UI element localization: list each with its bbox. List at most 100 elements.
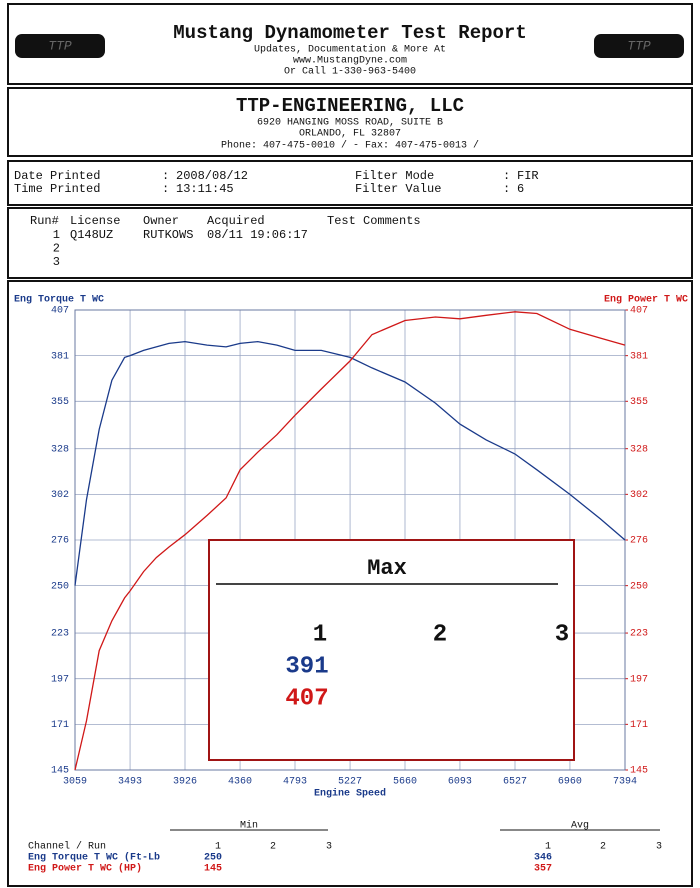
runs-cell: RUTKOWS (143, 228, 193, 242)
series-line (74, 311, 626, 771)
y2-tick-label: 302 (630, 490, 648, 501)
y2-tick-label: 197 (630, 674, 648, 685)
runs-header: Run# (30, 214, 59, 228)
max-run: 3 (555, 621, 569, 648)
x-tick-label: 3493 (118, 777, 142, 788)
y-tick-label: 197 (51, 674, 69, 685)
x-tick-label: 6093 (448, 777, 472, 788)
y-tick-label: 223 (51, 629, 69, 640)
summary-avg: 357 (534, 864, 552, 875)
field-value: 13:11:45 (176, 182, 234, 196)
chart-box (7, 280, 693, 887)
max-title: Max (367, 556, 407, 581)
field-separator: : (162, 182, 169, 196)
company-name: TTP-ENGINEERING, LLC (236, 95, 464, 117)
x-tick-label: 4793 (283, 777, 307, 788)
y-axis-label: Eng Torque T WC (14, 295, 104, 306)
y-tick-label: 171 (51, 720, 69, 731)
y2-tick-label: 276 (630, 536, 648, 547)
runs-box (7, 207, 693, 279)
field-label: Filter Mode (355, 169, 434, 183)
max-box (208, 539, 575, 761)
summary-header: Channel / Run (28, 841, 106, 853)
y2-axis-label: Eng Power T WC (604, 295, 688, 306)
field-label: Date Printed (14, 169, 100, 183)
y-tick-label: 355 (51, 397, 69, 408)
y-tick-label: 145 (51, 766, 69, 777)
field-value: FIR (517, 169, 539, 183)
summary-run: 3 (656, 842, 662, 853)
header-line: Updates, Documentation & More At (254, 44, 446, 56)
field-separator: : (503, 182, 510, 196)
summary-run: 2 (600, 842, 606, 853)
series-line (74, 340, 626, 586)
summary-name: Eng Torque T WC (Ft-Lb (28, 852, 160, 864)
x-tick-label: 4360 (228, 777, 252, 788)
summary-min: 250 (204, 853, 222, 864)
summary-avg: 346 (534, 853, 552, 864)
y2-tick-label: 381 (630, 351, 648, 362)
x-tick-label: 6960 (558, 777, 582, 788)
y-tick-label: 407 (51, 306, 69, 317)
summary-run: 2 (270, 842, 276, 853)
max-run: 1 (313, 621, 327, 648)
y-tick-label: 302 (51, 490, 69, 501)
header-box (7, 3, 693, 85)
report-title: Mustang Dynamometer Test Report (173, 22, 526, 44)
logo (594, 34, 684, 58)
logo-text: TTP (627, 38, 651, 53)
y-tick-label: 328 (51, 444, 69, 455)
runs-header: License (70, 214, 120, 228)
y2-tick-label: 328 (630, 444, 648, 455)
x-tick-label: 5660 (393, 777, 417, 788)
header-line: Or Call 1-330-963-5400 (284, 66, 416, 78)
company-address: 6920 HANGING MOSS ROAD, SUITE B (257, 118, 443, 129)
x-axis-label: Engine Speed (314, 788, 386, 800)
company-phone: Phone: 407-475-0010 / - Fax: 407-475-001… (221, 140, 479, 152)
x-tick-label: 5227 (338, 777, 362, 788)
runs-cell: Q148UZ (70, 228, 113, 242)
field-label: Time Printed (14, 182, 100, 196)
x-tick-label: 6527 (503, 777, 527, 788)
y2-tick-label: 250 (630, 581, 648, 592)
company-box (7, 87, 693, 157)
summary-run: 3 (326, 842, 332, 853)
max-torque: 391 (285, 653, 328, 680)
logo (15, 34, 105, 58)
max-run: 2 (433, 621, 447, 648)
field-value: 6 (517, 182, 524, 196)
max-power: 407 (285, 685, 328, 712)
y2-tick-label: 355 (630, 397, 648, 408)
summary-run: 1 (545, 842, 551, 853)
field-value: 2008/08/12 (176, 169, 248, 183)
runs-header: Acquired (207, 214, 265, 228)
y-tick-label: 381 (51, 351, 69, 362)
runs-header: Test Comments (327, 214, 421, 228)
field-separator: : (162, 169, 169, 183)
header-line: www.MustangDyne.com (293, 56, 407, 67)
y2-tick-label: 223 (630, 629, 648, 640)
field-label: Filter Value (355, 182, 441, 196)
x-tick-label: 7394 (613, 777, 637, 788)
runs-cell: 08/11 19:06:17 (207, 228, 308, 242)
runs-cell: 2 (53, 242, 60, 256)
logo-text: TTP (48, 38, 72, 53)
y2-tick-label: 407 (630, 306, 648, 317)
y2-tick-label: 171 (630, 720, 648, 731)
y2-tick-label: 145 (630, 766, 648, 777)
x-tick-label: 3059 (63, 777, 87, 788)
runs-cell: 1 (53, 228, 60, 242)
y-tick-label: 276 (51, 536, 69, 547)
x-tick-label: 3926 (173, 777, 197, 788)
summary-header: Avg (571, 821, 589, 832)
summary-header: Min (240, 820, 258, 832)
runs-cell: 3 (53, 255, 60, 269)
runs-header: Owner (143, 214, 179, 228)
summary-run: 1 (215, 842, 221, 853)
info-box (7, 160, 693, 206)
company-address: ORLANDO, FL 32807 (299, 129, 401, 140)
field-separator: : (503, 169, 510, 183)
summary-min: 145 (204, 864, 222, 875)
y-tick-label: 250 (51, 581, 69, 592)
